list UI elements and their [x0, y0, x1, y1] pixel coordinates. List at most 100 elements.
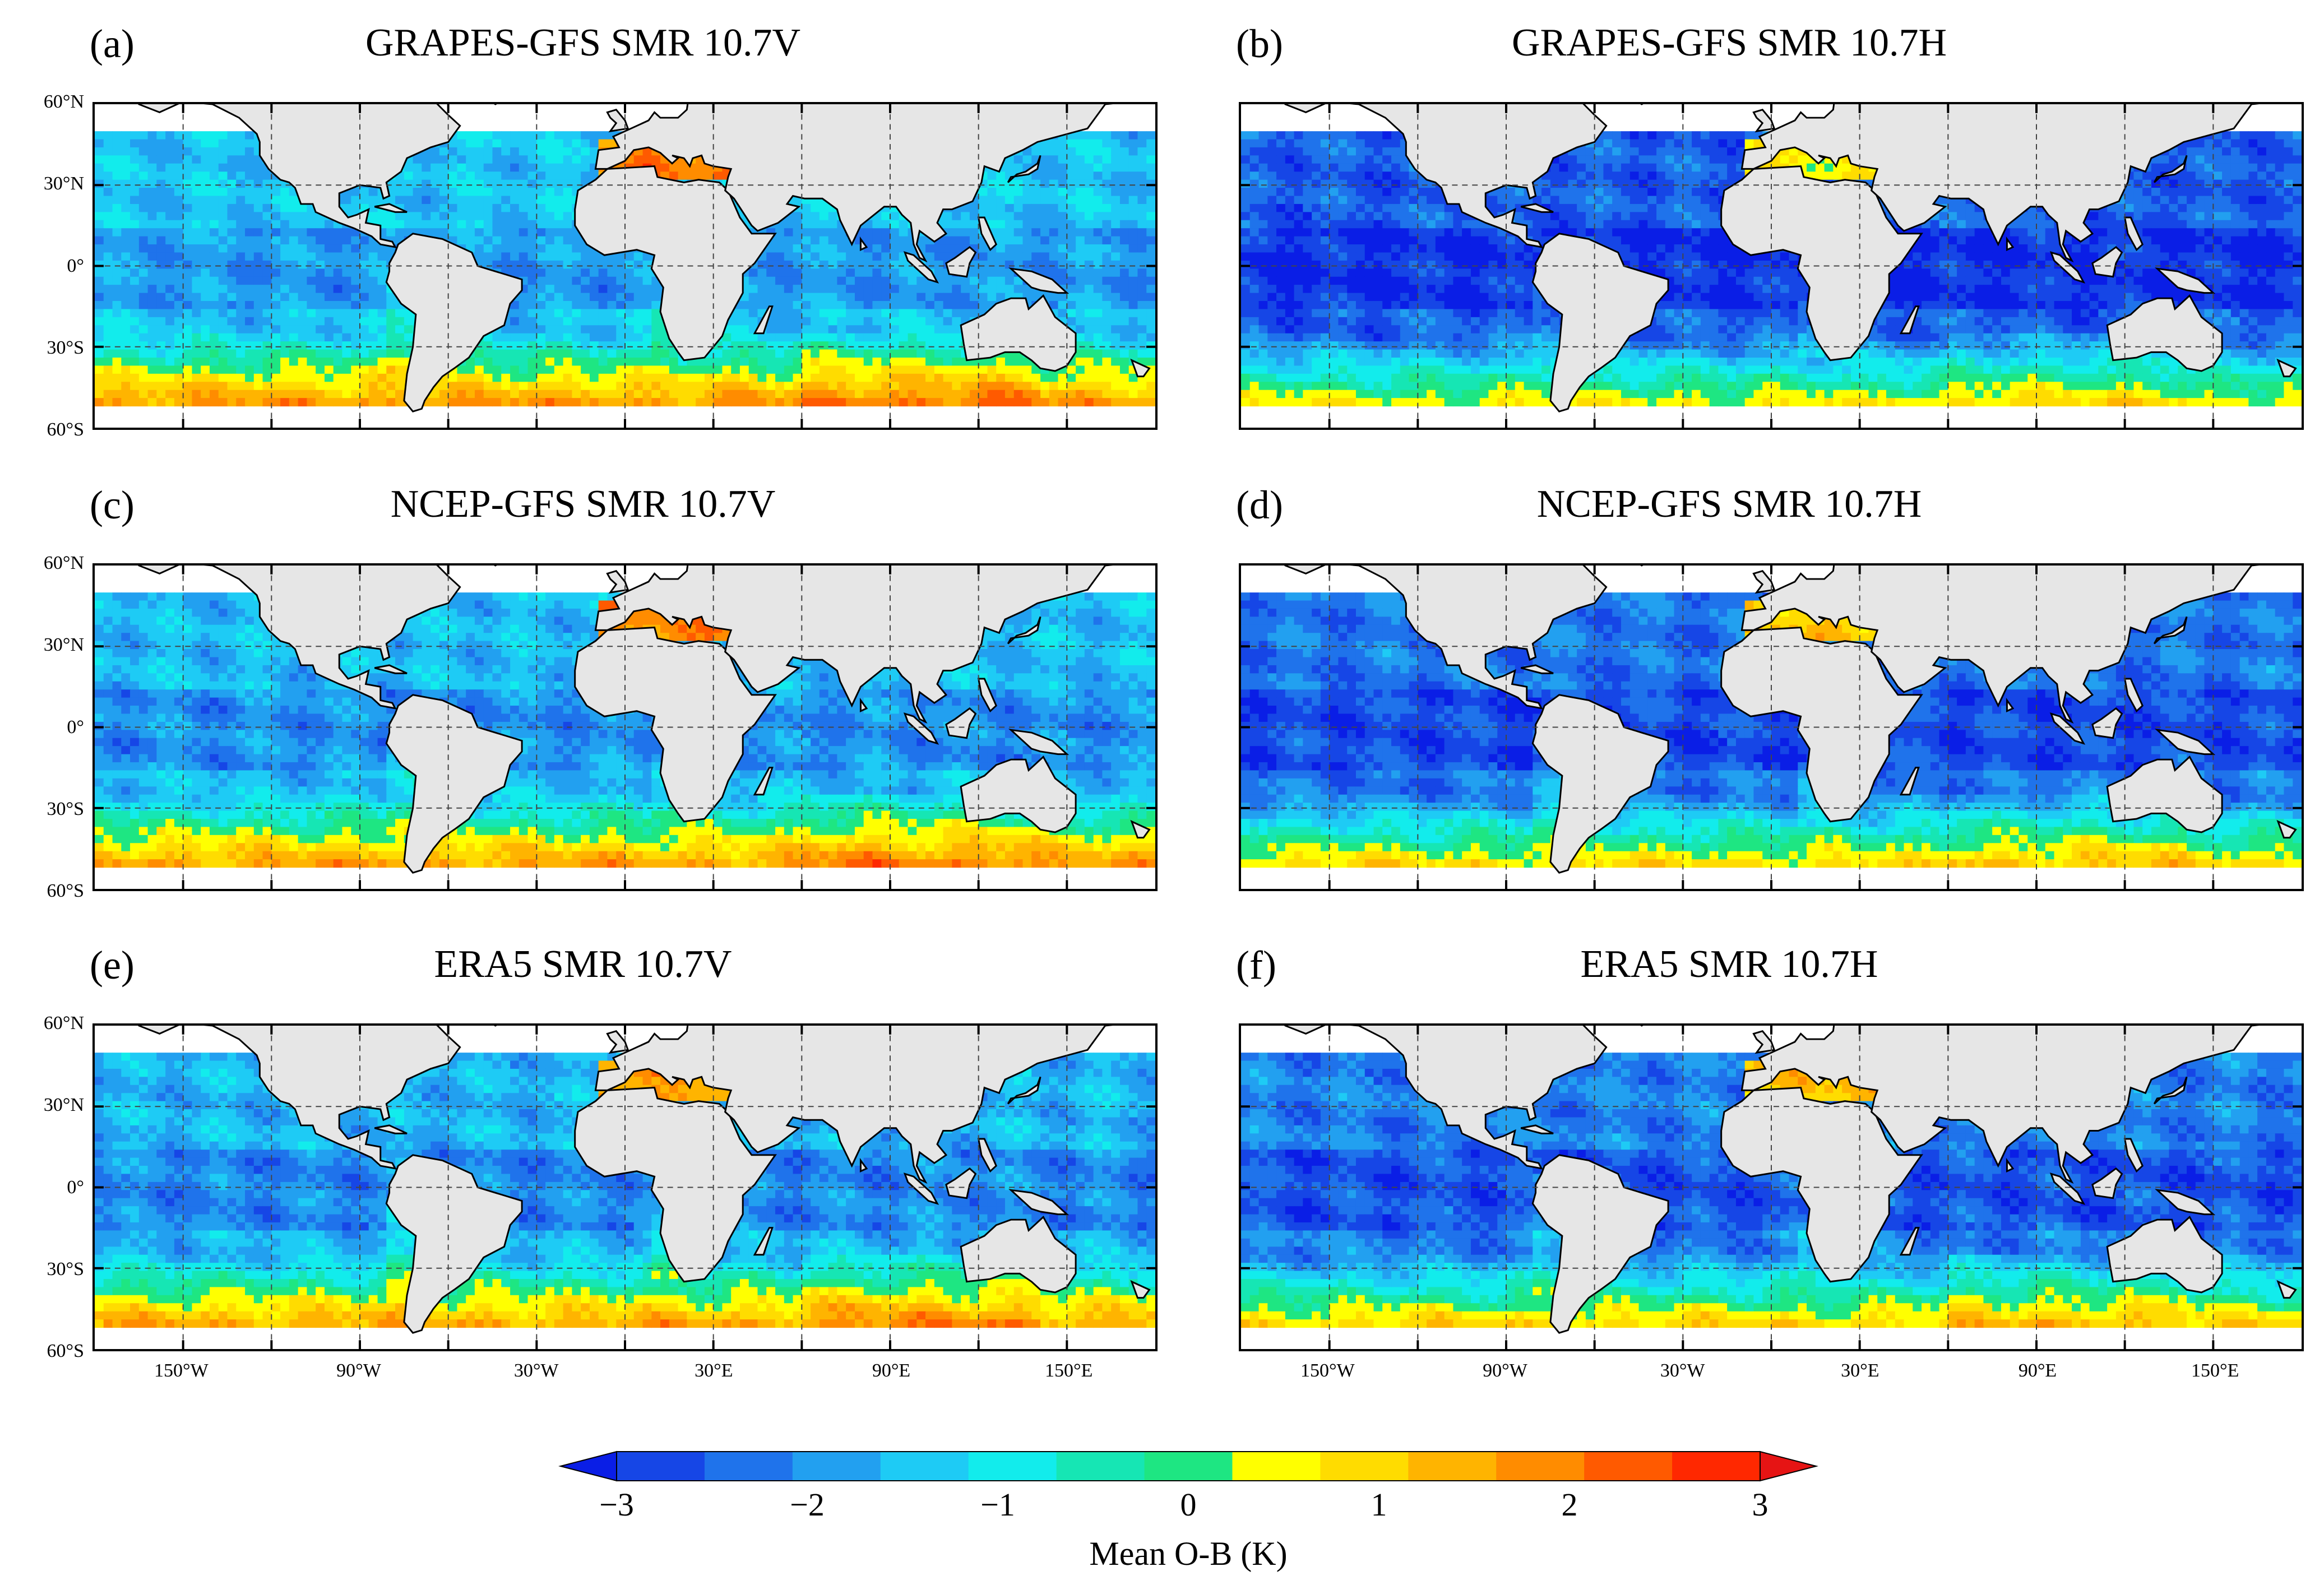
lat-tick-label: 60°N	[22, 92, 84, 112]
land-new-zealand	[1130, 819, 1151, 839]
land-australia	[960, 294, 1077, 372]
land-new-guinea	[1008, 729, 1070, 756]
map-svg	[95, 1026, 1155, 1349]
lat-tick-label: 30°N	[22, 1096, 84, 1115]
axis-ticks	[1241, 1026, 2302, 1349]
land-british-isles	[1752, 569, 1776, 594]
land-south-america	[385, 1154, 523, 1334]
land-madagascar	[1899, 1227, 1920, 1256]
map-area[interactable]	[92, 1023, 1158, 1351]
lat-tick-label: 0°	[22, 1178, 84, 1197]
land-new-guinea	[2155, 1189, 2216, 1216]
land-japan	[2153, 616, 2188, 645]
land-new-zealand	[1130, 358, 1151, 378]
land-sri-lanka	[859, 236, 868, 252]
land-sri-lanka	[2006, 1157, 2015, 1173]
land-borneo	[2091, 245, 2123, 278]
colorbar-segment	[704, 1452, 793, 1481]
land-new-guinea	[1008, 267, 1070, 294]
map-area[interactable]	[92, 102, 1158, 430]
colorbar-segment	[1584, 1452, 1673, 1481]
land-japan	[2153, 1076, 2188, 1105]
panel-letter: (d)	[1236, 485, 1283, 525]
land-sri-lanka	[859, 697, 868, 713]
lon-tick-label: 150°E	[2170, 1361, 2260, 1380]
land-new-guinea	[2155, 267, 2216, 294]
land-north-america	[1284, 566, 1608, 710]
lon-tick-label: 90°W	[314, 1361, 404, 1380]
land-eurasia	[1740, 1026, 2260, 1184]
colorbar-outline	[616, 1451, 1761, 1481]
land-australia	[2106, 294, 2223, 372]
lat-tick-label: 30°N	[22, 174, 84, 193]
land-sumatra	[903, 1172, 939, 1205]
panel-letter: (f)	[1236, 945, 1276, 985]
lat-tick-label: 0°	[22, 717, 84, 737]
map-svg	[1241, 104, 2302, 428]
land-north-america	[138, 566, 461, 710]
land-eurasia	[594, 566, 1113, 724]
lat-tick-label: 30°N	[22, 636, 84, 655]
land-borneo	[2091, 707, 2123, 739]
colorbar-segment	[1144, 1452, 1233, 1481]
lon-tick-label: 150°E	[1024, 1361, 1114, 1380]
land-sumatra	[903, 251, 939, 284]
colorbar-tick-label: 1	[1345, 1489, 1413, 1521]
land-philippines	[2123, 1138, 2144, 1173]
graticule	[95, 566, 1155, 889]
graticule	[95, 1026, 1155, 1349]
graticule	[1241, 1026, 2302, 1349]
axis-ticks	[95, 104, 1155, 428]
land-sumatra	[2049, 712, 2086, 745]
panel-title: GRAPES-GFS SMR 10.7H	[1239, 24, 2220, 63]
land-australia	[960, 1215, 1077, 1294]
land-borneo	[945, 245, 977, 278]
land-eurasia	[1740, 104, 2260, 263]
panel-letter: (a)	[90, 24, 135, 64]
colorbar-tick-label: −2	[774, 1489, 841, 1521]
land-japan	[1007, 155, 1041, 183]
lon-tick-label: 150°W	[136, 1361, 226, 1380]
land-madagascar	[753, 305, 774, 335]
map-area[interactable]	[1239, 1023, 2304, 1351]
land-north-america	[1284, 1026, 1608, 1170]
land-borneo	[945, 707, 977, 739]
land-borneo	[945, 1167, 977, 1199]
land-eurasia	[1740, 566, 2260, 724]
map-svg	[1241, 566, 2302, 889]
colorbar-segment	[880, 1452, 969, 1481]
land-sumatra	[2049, 251, 2086, 284]
lat-tick-label: 60°S	[22, 420, 84, 439]
land-new-guinea	[1008, 1189, 1070, 1216]
axis-ticks	[95, 1026, 1155, 1349]
land-sri-lanka	[2006, 236, 2015, 252]
land-british-isles	[606, 569, 629, 594]
axis-ticks	[95, 566, 1155, 889]
lon-tick-label: 90°E	[846, 1361, 936, 1380]
lat-tick-label: 60°N	[22, 1014, 84, 1033]
lon-tick-label: 30°E	[669, 1361, 758, 1380]
land-new-zealand	[2276, 358, 2297, 378]
land-cuba	[374, 664, 408, 674]
land-new-zealand	[1130, 1280, 1151, 1299]
land-eurasia	[594, 104, 1113, 263]
colorbar-segment	[617, 1452, 705, 1481]
land-madagascar	[753, 767, 774, 796]
map-area[interactable]	[1239, 563, 2304, 891]
land-north-america	[1284, 104, 1608, 248]
map-area[interactable]	[92, 563, 1158, 891]
axis-ticks	[1241, 104, 2302, 428]
colorbar-segment	[1672, 1452, 1761, 1481]
land-north-america	[138, 104, 461, 248]
land-british-isles	[606, 1030, 629, 1054]
land-australia	[2106, 1215, 2223, 1294]
land-sri-lanka	[2006, 697, 2015, 713]
colorbar-tick-label: 3	[1726, 1489, 1794, 1521]
land-cuba	[1520, 203, 1554, 213]
axis-ticks	[1241, 566, 2302, 889]
lat-tick-label: 30°S	[22, 338, 84, 358]
map-area[interactable]	[1239, 102, 2304, 430]
land-cuba	[1520, 664, 1554, 674]
